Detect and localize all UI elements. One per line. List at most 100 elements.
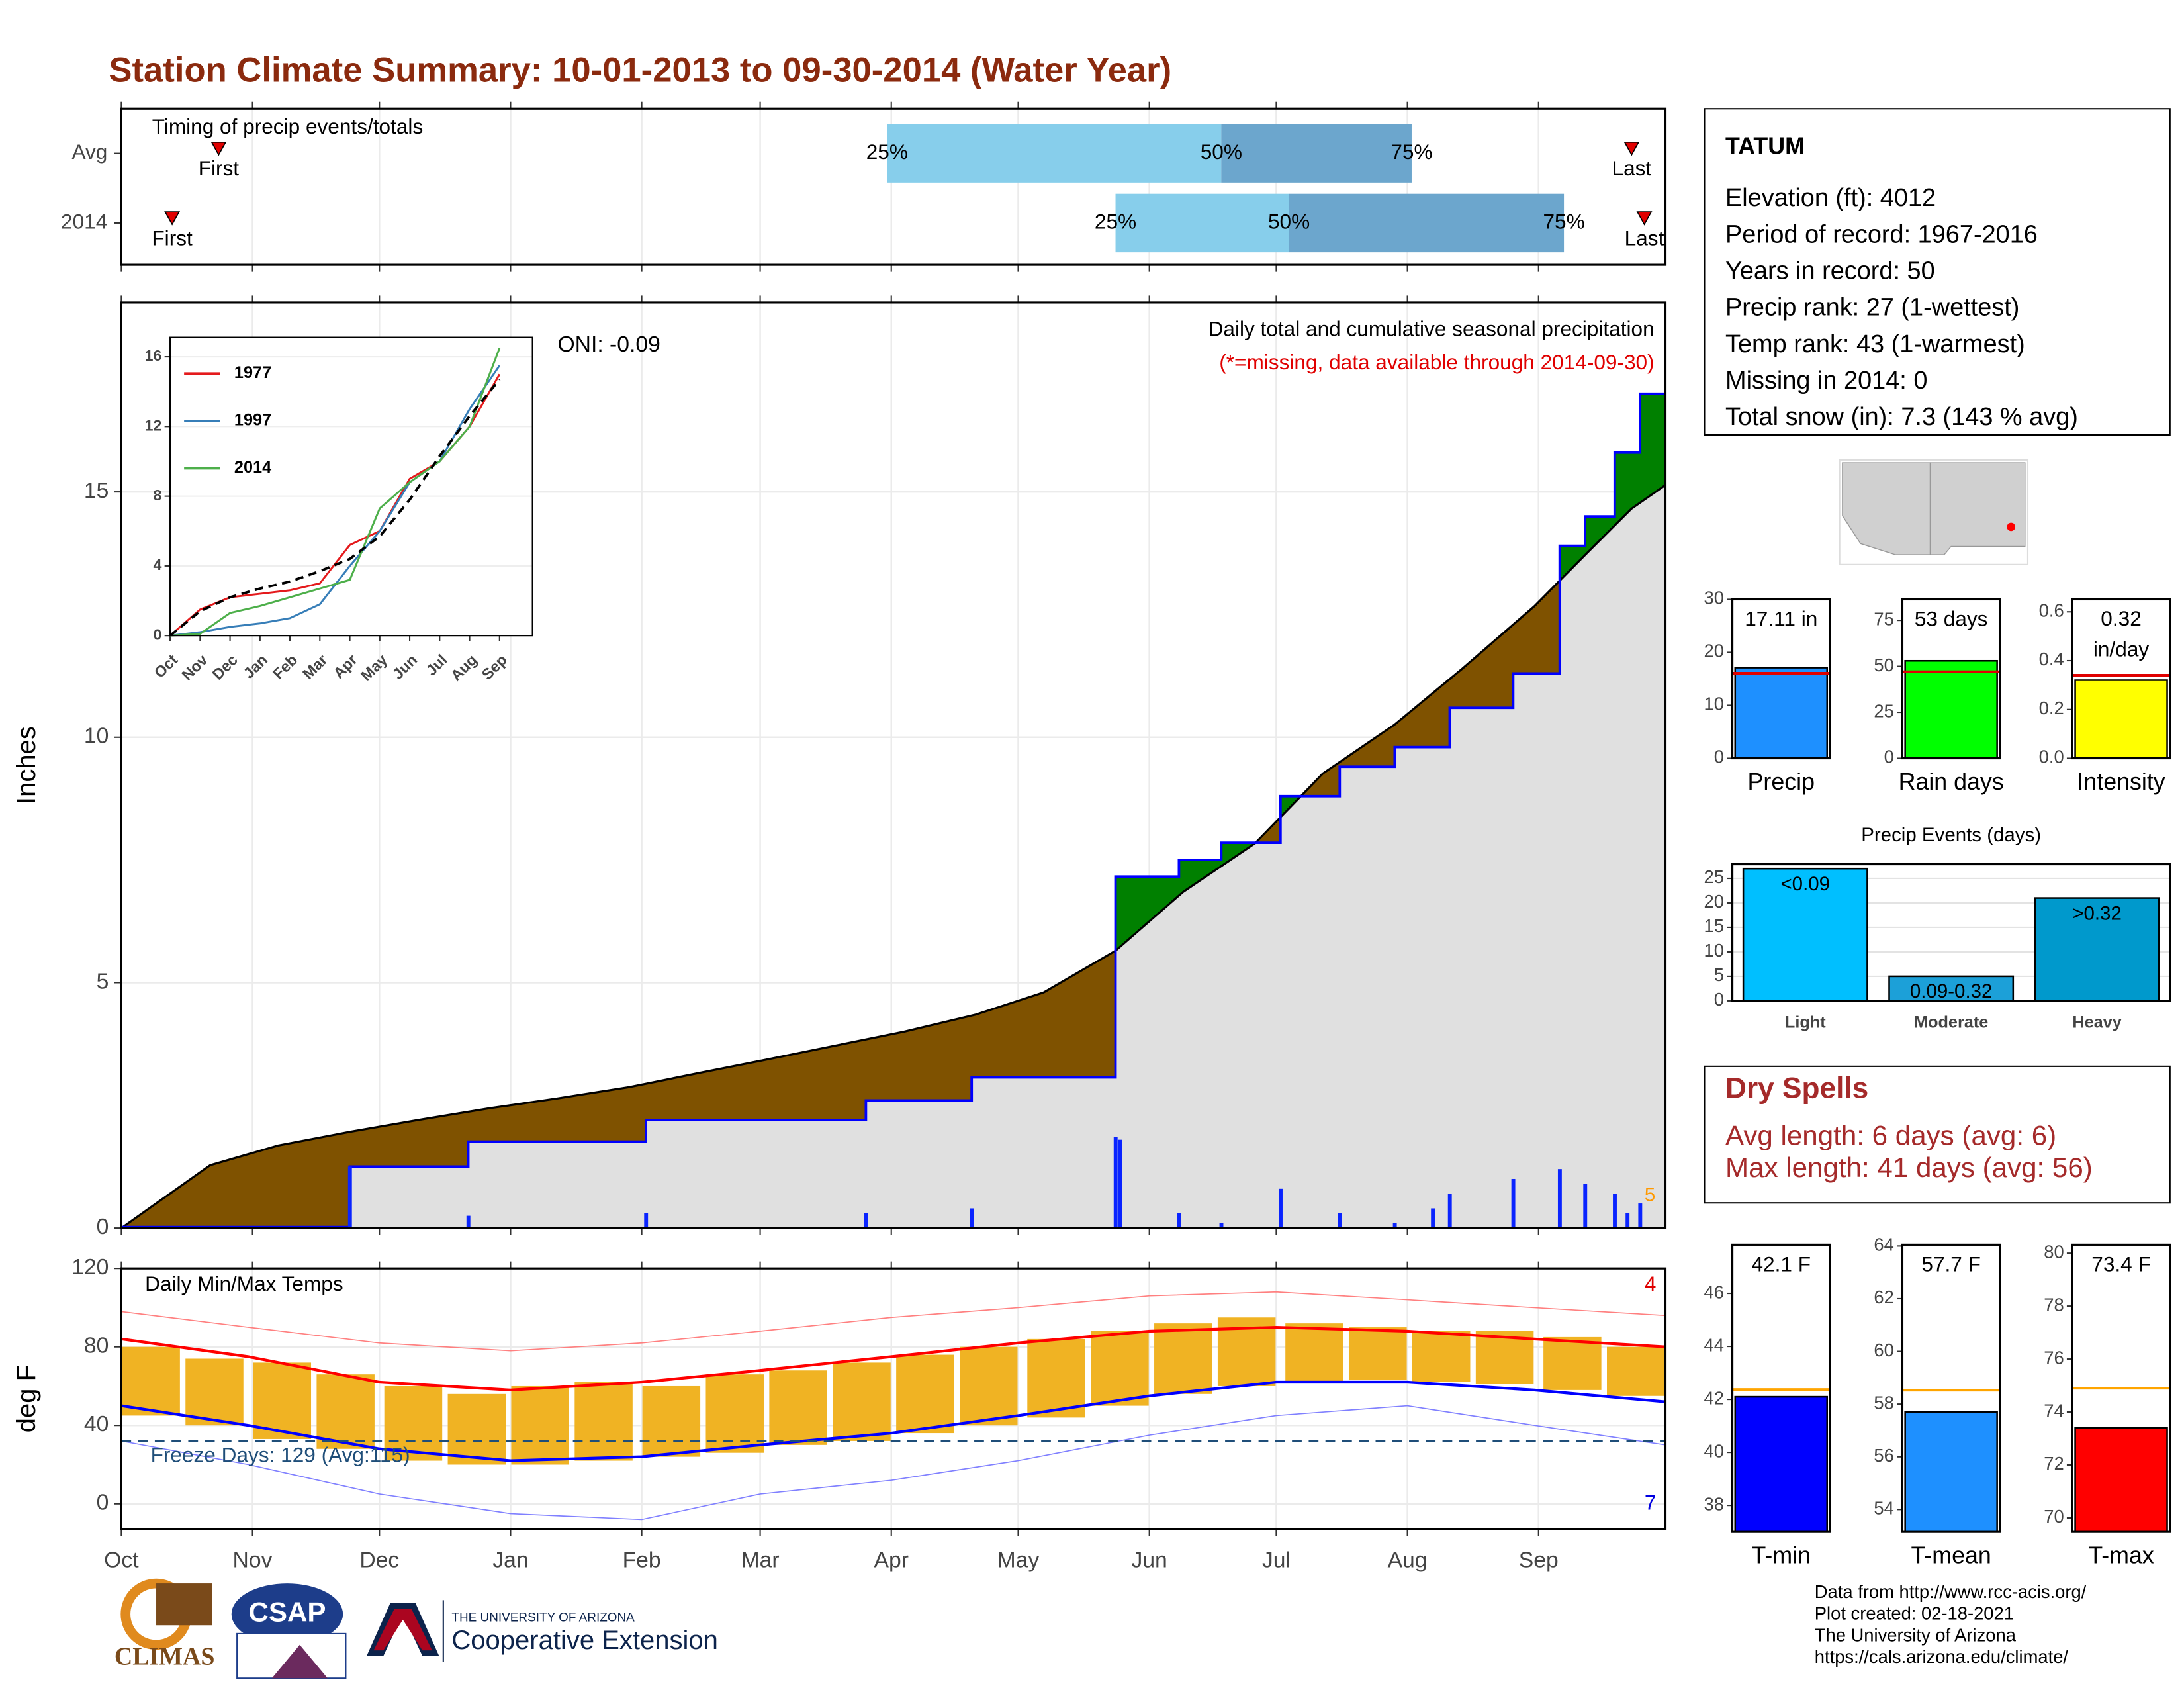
daily-bar — [1613, 1194, 1617, 1229]
panel-frame — [1731, 598, 1831, 760]
record-min-line — [121, 1405, 1666, 1521]
y-tick-label: 25 — [1704, 867, 1723, 887]
temp-range-bar — [574, 1382, 633, 1461]
y-tick-label: 54 — [1874, 1498, 1893, 1519]
temp-range-bar — [1027, 1338, 1085, 1418]
dry-spell-line: Max length: 41 days (avg: 56) — [1725, 1152, 2093, 1183]
bar — [2074, 679, 2168, 759]
y-tick-label: 75 — [1874, 608, 1893, 629]
category-label: Precip — [1748, 769, 1815, 795]
quantile-label: 75% — [1390, 140, 1432, 164]
category-label: T-max — [2088, 1542, 2154, 1569]
row-label: Avg — [71, 140, 107, 164]
x-tick-label: Aug — [1388, 1548, 1428, 1572]
temp-range-bar — [253, 1362, 312, 1439]
info-line: Years in record: 50 — [1725, 257, 1935, 285]
panel-frame — [2071, 1243, 2171, 1533]
quantile-bar — [1289, 193, 1565, 253]
y-axis-label: Inches — [12, 726, 41, 804]
quantile-label: 75% — [1543, 209, 1584, 233]
season-line — [121, 392, 1666, 1229]
y-tick-label: 5 — [97, 969, 109, 994]
chart-title: Daily total and cumulative seasonal prec… — [1208, 316, 1655, 340]
daily-bar — [1625, 1213, 1630, 1229]
temp-range-bar — [833, 1362, 891, 1441]
dry-spells-box — [1704, 1065, 2171, 1204]
daily-bar — [1557, 1169, 1562, 1229]
daily-bar — [1638, 1203, 1643, 1229]
category-label: Moderate — [1914, 1013, 1988, 1031]
legend-label: 2014 — [234, 458, 271, 477]
category-label: Light — [1785, 1013, 1826, 1031]
daily-bar — [1118, 1139, 1122, 1229]
daily-bar — [1431, 1208, 1435, 1229]
bar — [1742, 867, 1868, 1002]
logos: CLIMAS CSAP THE UNIVERSITY OF ARIZONA Co… — [114, 1578, 718, 1679]
daily-bar — [1338, 1213, 1342, 1229]
legend-label: 1977 — [234, 363, 271, 382]
x-tick-label: Jul — [1262, 1548, 1291, 1572]
daily-bar — [1113, 1137, 1118, 1229]
temp-range-bar — [642, 1385, 701, 1457]
quantile-bar — [887, 124, 1222, 183]
csap-logo — [271, 1644, 328, 1679]
avg-min-line — [121, 1380, 1666, 1462]
daily-bar — [644, 1213, 649, 1229]
y-tick-label: 60 — [1874, 1340, 1893, 1360]
category-label: Rain days — [1899, 769, 2004, 795]
y-tick-label: 0.0 — [2039, 747, 2064, 767]
bar — [2034, 897, 2160, 1002]
y-tick-label: 78 — [2044, 1294, 2064, 1315]
value-label: 73.4 F — [2091, 1252, 2151, 1276]
marker-label: Last — [1625, 226, 1664, 250]
y-tick-label: 38 — [1704, 1493, 1723, 1514]
daily-bar — [1392, 1223, 1397, 1229]
footer-line: Plot created: 02-18-2021 — [1815, 1603, 2014, 1624]
y-tick-label: 42 — [1704, 1387, 1723, 1408]
y-tick-label: 62 — [1874, 1287, 1893, 1307]
daily-bar — [466, 1215, 471, 1229]
value-label: 42.1 F — [1752, 1252, 1811, 1276]
temp-range-bar — [960, 1346, 1018, 1426]
daily-bar — [864, 1213, 868, 1229]
y-tick-label: 40 — [1704, 1440, 1723, 1461]
record-max-line — [121, 1291, 1666, 1352]
y-tick-label: 56 — [1874, 1445, 1893, 1466]
x-tick-label: Jun — [1131, 1548, 1167, 1572]
panel-title: Timing of precip events/totals — [152, 115, 424, 138]
chart-title: Precip Events (days) — [1861, 824, 2041, 846]
y-tick-label: 64 — [1874, 1235, 1893, 1255]
bar — [1904, 1411, 1998, 1533]
marker-label: First — [152, 226, 193, 250]
x-tick-label: Oct — [104, 1548, 139, 1572]
bar — [1888, 975, 2015, 1002]
y-tick-label: 10 — [1704, 694, 1723, 714]
bar-label: 0.09-0.32 — [1910, 980, 1993, 1002]
y-tick-label: 0 — [1884, 747, 1894, 767]
daily-bar — [1447, 1194, 1452, 1229]
y-tick-label: 0.4 — [2039, 649, 2064, 669]
info-line: Precip rank: 27 (1-wettest) — [1725, 294, 2019, 322]
y-tick-label: 80 — [2044, 1241, 2064, 1262]
temp-range-bar — [1154, 1323, 1212, 1394]
x-tick-label: May — [997, 1548, 1040, 1572]
y-tick-label: 25 — [1874, 700, 1893, 721]
temp-range-bar — [316, 1374, 375, 1449]
bar-label: >0.32 — [2072, 903, 2122, 925]
record-count-high: 4 — [1645, 1272, 1657, 1295]
y-tick-label: 15 — [84, 479, 109, 503]
dry-spell-line: Avg length: 6 days (avg: 6) — [1725, 1119, 2056, 1150]
x-tick-label: Dec — [359, 1548, 399, 1572]
daily-bar — [1219, 1223, 1224, 1229]
y-tick-label: 46 — [1704, 1282, 1723, 1302]
chart-subtitle: (*=missing, data available through 2014-… — [1219, 350, 1654, 374]
x-tick-label: Mar — [741, 1548, 780, 1572]
bar — [2074, 1427, 2168, 1533]
temp-range-bar — [1475, 1331, 1534, 1384]
y-tick-label: 58 — [1874, 1392, 1893, 1413]
temp-range-bar — [1543, 1336, 1602, 1390]
info-line: Period of record: 1967-2016 — [1725, 220, 2038, 248]
inset-panel — [170, 337, 533, 636]
info-line: Missing in 2014: 0 — [1725, 367, 1927, 395]
